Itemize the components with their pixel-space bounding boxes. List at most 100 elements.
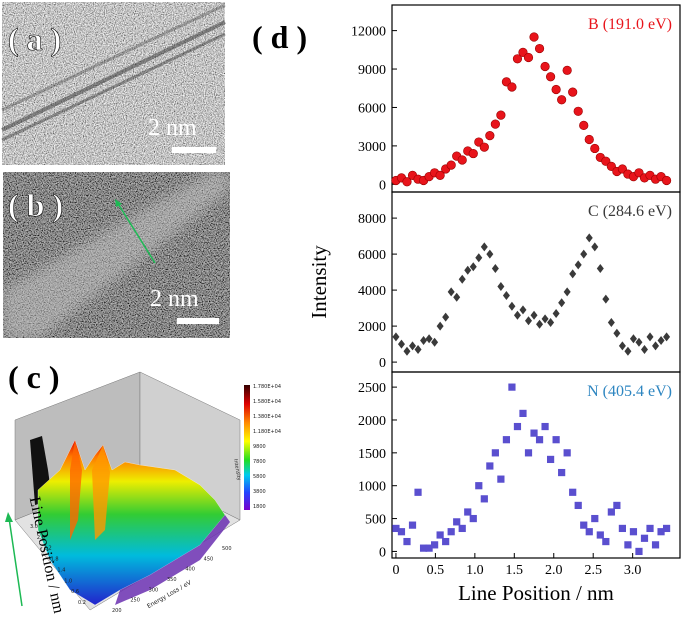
point [392,332,400,342]
surface-front [115,515,230,605]
point [552,309,560,318]
point [403,537,411,546]
point [657,528,665,536]
point [402,177,412,187]
point [661,175,672,186]
point [540,61,550,72]
point [420,336,428,345]
point [584,134,594,145]
point [662,524,671,533]
point [457,155,467,165]
point [629,334,637,344]
point [552,436,560,444]
colorbar [244,385,250,510]
point [414,488,422,496]
point [585,528,593,536]
point [524,449,533,457]
y-tick-label: 1500 [358,447,386,462]
nanotube-wall [1,20,226,132]
line-tick-label: 1.0 [64,578,72,584]
point [431,541,439,549]
point [469,262,477,272]
arrow-head [5,512,13,522]
point [652,341,660,351]
axis-label: Intensity [232,459,242,482]
y-tick-label: 2500 [358,381,386,396]
point [585,233,593,243]
plot-frame [391,371,681,559]
surface [37,439,226,606]
point [403,346,411,356]
direction-arrow [8,517,23,607]
y-tick-label: 9000 [358,63,386,78]
x-tick-label: 0 [392,563,399,578]
colorbar-label: 5800 [253,474,266,480]
line-tick-label: 2.2 [44,546,52,552]
y-tick-label: 6000 [358,101,386,116]
point [557,95,567,105]
point [568,87,578,97]
point [580,249,588,259]
point [519,409,527,418]
point [534,43,545,54]
scan-line [116,201,156,264]
point [442,537,450,546]
point [569,488,577,496]
point [507,82,517,92]
panel-c: ( c ) Line Position / nm Energy Loss / e… [5,359,281,615]
point [573,106,583,116]
x-tick-label: 2.0 [545,563,563,578]
point [613,501,621,510]
point [635,547,643,556]
point [431,337,439,347]
point [458,274,466,284]
nanotube-wall [1,32,226,142]
point [442,312,450,322]
point [602,294,610,304]
x-tick-label: 2.5 [584,563,602,578]
point [408,521,417,529]
point [569,269,577,279]
point [651,541,660,549]
point [591,514,599,523]
point [397,528,406,536]
energy-tick-label: 500 [222,546,232,552]
colorbar-label: 1.180E+04 [253,429,281,435]
point [640,345,648,354]
energy-tick-label: 200 [112,608,122,614]
panel-a: ( a ) 2 nm [1,2,226,165]
panel-label: ( c ) [8,359,60,395]
point [629,528,638,536]
panel-label: ( d ) [252,19,307,55]
legend-label: B (191.0 eV) [588,16,672,33]
colorbar-label: 9800 [253,444,266,450]
point [414,345,422,354]
point [596,264,604,273]
point [613,328,621,338]
panel-d: 0 3000 6000 9000 12000 B (191.0 eV) 0 2000 4000 6… [307,4,681,605]
point [469,514,477,523]
point [491,449,499,457]
point [535,436,544,444]
point [523,52,534,63]
energy-tick-label: 300 [149,587,159,593]
point [525,316,533,326]
point [409,341,417,351]
point [502,436,511,444]
point [558,298,566,308]
point [447,528,455,536]
colorbar-label: 3800 [253,489,266,495]
point [513,422,522,431]
point [425,544,433,552]
peak [70,440,82,540]
point [596,531,604,539]
energy-tick-label: 400 [185,567,195,573]
point [490,119,500,129]
panel-label: ( a ) [8,21,61,57]
point [435,170,445,180]
x-tick-label: 0.5 [427,563,445,578]
y-tick-label: 2000 [358,320,386,335]
nanotube-wall [1,3,226,112]
nanotube-band [3,172,230,338]
point [646,524,654,533]
